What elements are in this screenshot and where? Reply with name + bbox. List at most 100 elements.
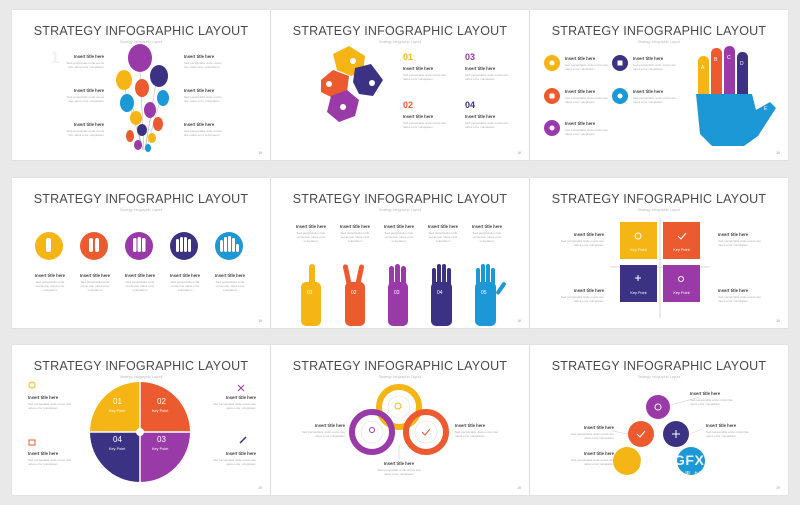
icon-circles <box>544 55 628 136</box>
rings-illustration <box>349 384 449 459</box>
step-number: 01 <box>403 52 414 62</box>
step-number: 03 <box>465 52 476 62</box>
stacked-circles <box>611 395 705 475</box>
text-block: Insert title here Sed perspiciatis unde o… <box>633 89 677 104</box>
text-block: Insert title here Sed perspiciatis unde o… <box>184 54 222 69</box>
text-block: Insert title here Sed perspiciatis unde o… <box>66 54 104 69</box>
key-point-label: Key Point <box>673 248 690 252</box>
finger-number: 01 <box>307 290 313 296</box>
text-block: Insert title here Sed perspiciatis unde o… <box>565 56 609 71</box>
slide-title: STRATEGY INFOGRAPHIC LAYOUT <box>292 24 508 38</box>
text-block: Insert title here Sed perspiciatis unde o… <box>295 224 327 243</box>
page-number: 19 <box>517 151 521 155</box>
quadrant-number: 01 <box>113 397 122 406</box>
step-number: 02 <box>403 100 414 110</box>
slide-circle-quadrants[interactable]: STRATEGY INFOGRAPHIC LAYOUT Strategy Inf… <box>12 345 270 495</box>
page-number: 19 <box>517 486 521 490</box>
text-block: Insert title here Sed perspiciatis unde o… <box>184 88 222 103</box>
page-number: 19 <box>258 151 262 155</box>
text-block: Insert title here Sed perspiciatis unde o… <box>560 288 604 303</box>
slide-subtitle: Strategy Infographic Layout <box>637 40 681 44</box>
slide-subtitle: Strategy Infographic Layout <box>378 375 422 379</box>
key-point-label: Key Point <box>630 248 647 252</box>
slide-hand-icons[interactable]: STRATEGY INFOGRAPHIC LAYOUT Strategy Inf… <box>530 10 788 160</box>
hand-letter: E <box>764 106 768 112</box>
text-block: Insert title here Sed perspiciatis unde o… <box>79 273 111 292</box>
text-block: Insert title here Sed perspiciatis unde o… <box>690 391 734 406</box>
watermark-logo-icon <box>640 448 670 478</box>
hand-letter: A <box>701 65 705 71</box>
slide-subtitle: Strategy Infographic Layout <box>378 208 422 212</box>
slide-four-hands[interactable]: STRATEGY INFOGRAPHIC LAYOUT Strategy Inf… <box>271 10 529 160</box>
text-block: Insert title here Sed perspiciatis unde o… <box>212 395 256 410</box>
hand-letter: C <box>727 55 731 61</box>
text-block: Insert title here Sed perspiciatis unde o… <box>403 66 447 81</box>
step-number: 04 <box>465 100 476 110</box>
text-block: Insert title here Sed perspiciatis unde o… <box>66 88 104 103</box>
finger-number: 03 <box>394 290 400 296</box>
slide-key-squares[interactable]: STRATEGY INFOGRAPHIC LAYOUT Strategy Inf… <box>530 178 788 328</box>
finger-number: 02 <box>351 290 357 296</box>
text-block: Insert title here Sed perspiciatis unde o… <box>455 423 499 438</box>
slide-counting-fingers[interactable]: STRATEGY INFOGRAPHIC LAYOUT Strategy Inf… <box>271 178 529 328</box>
text-block: Insert title here Sed perspiciatis unde o… <box>570 451 614 466</box>
text-block: Insert title here Sed perspiciatis unde o… <box>34 273 66 292</box>
four-hands-illustration <box>321 46 383 122</box>
text-block: Insert title here Sed perspiciatis unde o… <box>718 232 762 247</box>
text-block: Insert title here Sed perspiciatis unde o… <box>570 425 614 440</box>
key-point-label: Key Point <box>109 447 126 451</box>
slide-balloons[interactable]: STRATEGY INFOGRAPHIC LAYOUT Strategy Inf… <box>12 10 270 160</box>
slide-subtitle: Strategy Infographic Layout <box>378 40 422 44</box>
slide-subtitle: Strategy Infographic Layout <box>637 375 681 379</box>
watermark-sub: 素材天下 <box>684 472 724 479</box>
hand-letter: D <box>740 61 744 67</box>
side-icons <box>28 381 247 446</box>
finger-number: 04 <box>437 290 443 296</box>
text-block: Insert title here Sed perspiciatis unde o… <box>465 66 509 81</box>
slide-stacked-circles[interactable]: STRATEGY INFOGRAPHIC LAYOUT Strategy Inf… <box>530 345 788 495</box>
slide-subtitle: Strategy Infographic Layout <box>119 208 163 212</box>
text-block: Insert title here Sed perspiciatis unde o… <box>212 451 256 466</box>
text-block: Insert title here Sed perspiciatis unde o… <box>377 461 421 476</box>
quadrant-circle <box>90 382 190 482</box>
key-point-label: Key Point <box>630 291 647 295</box>
text-block: Insert title here Sed perspiciatis unde o… <box>28 451 72 466</box>
key-point-label: Key Point <box>673 291 690 295</box>
page-number: 19 <box>517 319 521 323</box>
quadrant-number: 03 <box>157 435 166 444</box>
text-block: Insert title here Sed perspiciatis unde o… <box>214 273 246 292</box>
balloons-illustration <box>116 44 169 152</box>
text-block: Insert title here Sed perspiciatis unde o… <box>403 114 447 129</box>
slide-hand-circles[interactable]: STRATEGY INFOGRAPHIC LAYOUT Strategy Inf… <box>12 178 270 328</box>
slide-title: STRATEGY INFOGRAPHIC LAYOUT <box>292 192 508 206</box>
page-number: 19 <box>258 319 262 323</box>
text-block: Insert title here Sed perspiciatis unde o… <box>471 224 503 243</box>
slide-title: STRATEGY INFOGRAPHIC LAYOUT <box>551 192 767 206</box>
text-block: Insert title here Sed perspiciatis unde o… <box>565 89 609 104</box>
page-number: 19 <box>258 486 262 490</box>
text-block: Insert title here Sed perspiciatis unde o… <box>706 423 750 438</box>
text-block: Insert title here Sed perspiciatis unde o… <box>28 395 72 410</box>
slide-subtitle: Strategy Infographic Layout <box>637 208 681 212</box>
quadrant-number: 02 <box>157 397 166 406</box>
text-block: Insert title here Sed perspiciatis unde o… <box>718 288 762 303</box>
text-block: Insert title here Sed perspiciatis unde o… <box>169 273 201 292</box>
text-block: Insert title here Sed perspiciatis unde o… <box>124 273 156 292</box>
text-block: Insert title here Sed perspiciatis unde o… <box>560 232 604 247</box>
text-block: Insert title here Sed perspiciatis unde o… <box>427 224 459 243</box>
slide-title: STRATEGY INFOGRAPHIC LAYOUT <box>551 24 767 38</box>
slide-subtitle: Strategy Infographic Layout <box>119 375 163 379</box>
slide-title: STRATEGY INFOGRAPHIC LAYOUT <box>292 359 508 373</box>
hand-illustration <box>696 46 776 146</box>
text-block: Insert title here Sed perspiciatis unde o… <box>565 121 609 136</box>
slide-three-rings[interactable]: STRATEGY INFOGRAPHIC LAYOUT Strategy Inf… <box>271 345 529 495</box>
slide-title: STRATEGY INFOGRAPHIC LAYOUT <box>33 359 249 373</box>
text-block: Insert title here Sed perspiciatis unde o… <box>633 56 677 71</box>
text-block: Insert title here Sed perspiciatis unde o… <box>465 114 509 129</box>
key-point-label: Key Point <box>152 409 169 413</box>
finger-number: 05 <box>481 290 487 296</box>
page-number: 19 <box>776 319 780 323</box>
finger-hands <box>301 264 506 326</box>
text-block: Insert title here Sed perspiciatis unde o… <box>301 423 345 438</box>
quadrant-number: 04 <box>113 435 122 444</box>
